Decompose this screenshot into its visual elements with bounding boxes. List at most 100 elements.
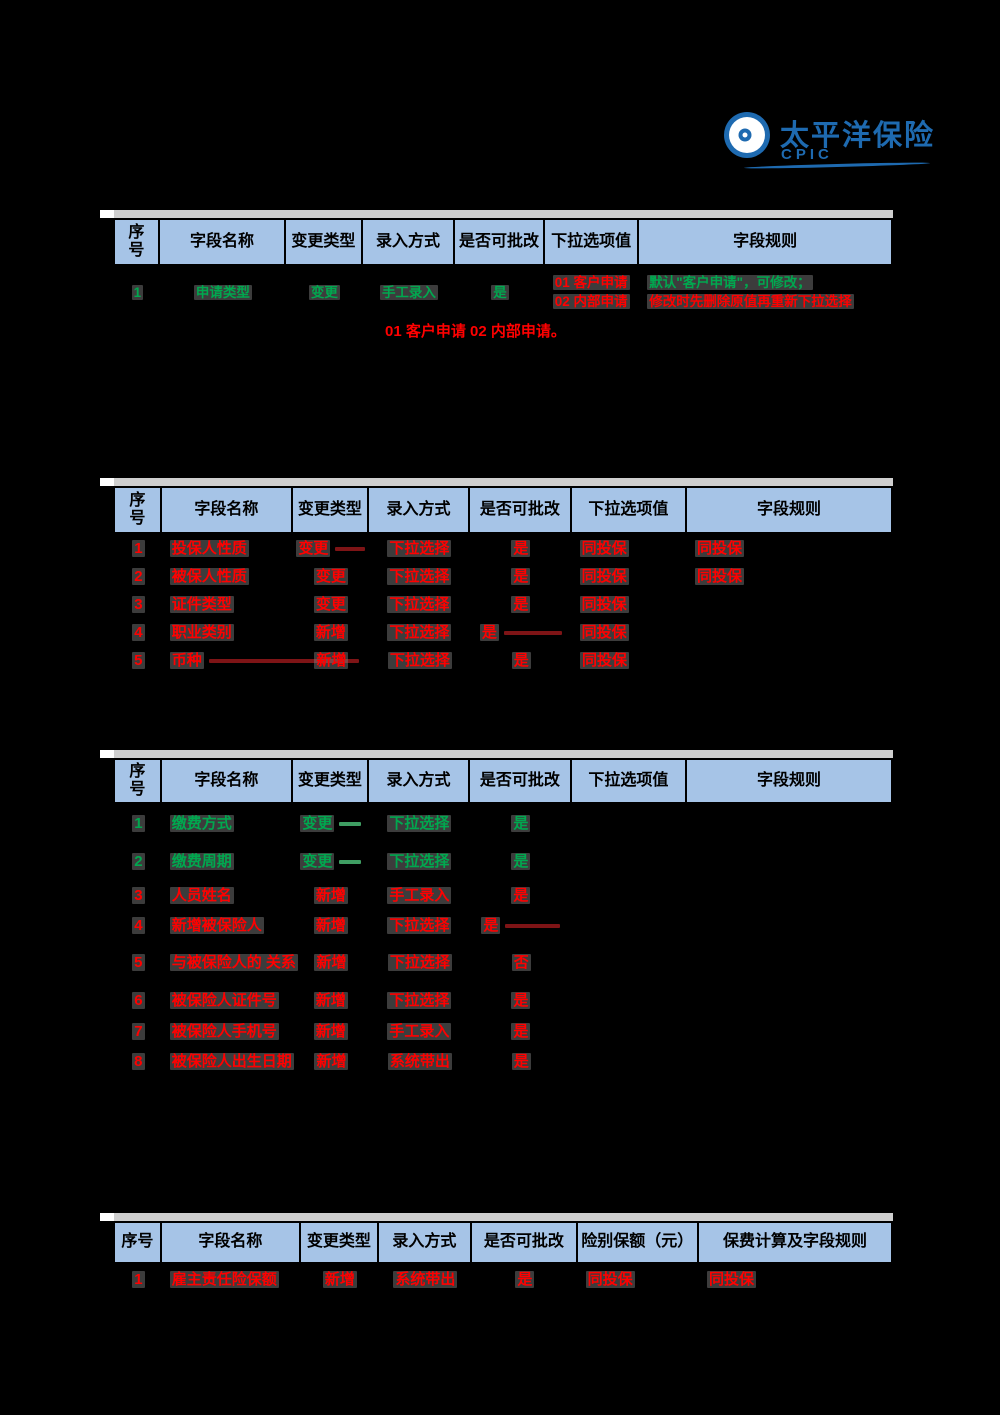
table-cell: 6 bbox=[115, 985, 162, 1017]
strike-line bbox=[505, 923, 561, 928]
cell-text: 4 bbox=[132, 916, 145, 934]
table-cell: 4 bbox=[115, 619, 162, 647]
table-cell: 默认"客户申请"，可修改； 修改时先删除原值再重新下拉选择 bbox=[639, 267, 891, 319]
table-row: 1 缴费方式 变更 下拉选择 是 bbox=[115, 805, 891, 843]
cell-text: 下拉选择 bbox=[387, 852, 452, 870]
cell-text: 是 bbox=[511, 814, 531, 832]
cell-text: 下拉选择 bbox=[387, 953, 452, 971]
cell-text: 新增 bbox=[313, 623, 348, 641]
cell-text: 系统带出 bbox=[393, 1270, 458, 1288]
cell-text: 同投保 bbox=[579, 595, 629, 613]
table-row: 8 被保险人出生日期 新增 系统带出 是 bbox=[115, 1047, 891, 1077]
table-cell: 是 bbox=[472, 1265, 577, 1295]
premium-fields-table: 序号 字段名称 变更类型 录入方式 是否可批改 险别保额（元） 保费计算及字段规则 1 雇主责任… bbox=[100, 1213, 893, 1297]
column-header: 变更类型 bbox=[301, 1223, 379, 1262]
table-cell: 下拉选择 bbox=[369, 911, 470, 941]
cell-text: 下拉选择 bbox=[387, 623, 452, 641]
table-cell: 系统带出 bbox=[369, 1047, 470, 1077]
table-cell: 新增 bbox=[293, 1017, 369, 1047]
table-cell: 01 客户申请 02 内部申请 bbox=[545, 267, 640, 319]
cell-text: 01 客户申请 bbox=[552, 275, 630, 291]
table-cell: 人员姓名 bbox=[162, 881, 293, 911]
cell-text: 修改时先删除原值再重新下拉选择 bbox=[647, 294, 854, 309]
table-cell: 缴费周期 bbox=[162, 843, 293, 881]
cell-text: 人员姓名 bbox=[169, 886, 234, 904]
table-cell: 变更 bbox=[293, 591, 369, 619]
header-row: 序 号字段名称 变更类型 录入方式 是否可批改 下拉选项值 字段规则 bbox=[115, 220, 892, 267]
table-cell: 被保险人证件号 bbox=[162, 985, 293, 1017]
table-cell: 是 bbox=[470, 911, 571, 941]
cell-text: 是 bbox=[511, 886, 531, 904]
cell-text: 6 bbox=[132, 991, 145, 1009]
table-grid: 序 号字段名称 变更类型 录入方式 是否可批改 下拉选项值 字段规则 1 缴费方式 变更 下拉选择… bbox=[113, 758, 893, 1079]
table-cell: 手工录入 bbox=[363, 267, 456, 319]
cell-text: 是 bbox=[511, 539, 531, 557]
table-row: 1 投保人性质 变更 下拉选择 是 同投保 同投保 bbox=[115, 535, 891, 563]
note-below-table1: 01 客户申请 02 内部申请。 bbox=[385, 323, 566, 340]
table-cell: 下拉选择 bbox=[369, 985, 470, 1017]
cell-text: 变更 bbox=[300, 852, 362, 872]
table-cell bbox=[572, 805, 687, 843]
cell-text: 变更 bbox=[296, 539, 366, 559]
table-cell: 下拉选择 bbox=[369, 805, 470, 843]
cell-text: 是 bbox=[511, 1022, 531, 1040]
table-row: 3 人员姓名 新增 手工录入 是 bbox=[115, 881, 891, 911]
column-header: 序 号 bbox=[115, 488, 162, 532]
table-cell: 系统带出 bbox=[379, 1265, 473, 1295]
table-cell: 是 bbox=[470, 881, 571, 911]
cell-text: 新增 bbox=[314, 953, 349, 971]
table-cell bbox=[687, 881, 891, 911]
table-cell: 变更 bbox=[293, 843, 369, 881]
cell-text: 申请类型 bbox=[193, 284, 252, 300]
table-grid: 序号 字段名称 变更类型 录入方式 是否可批改 险别保额（元） 保费计算及字段规则 1 雇主责任… bbox=[113, 1221, 893, 1297]
cell-text: 是 bbox=[511, 567, 531, 585]
table-cell bbox=[572, 911, 687, 941]
column-header: 序 号 bbox=[115, 220, 160, 264]
table-top-strip bbox=[100, 210, 893, 218]
table-cell: 否 bbox=[471, 941, 572, 985]
cell-text: 同投保 bbox=[695, 567, 745, 585]
cell-text: 下拉选择 bbox=[387, 567, 452, 585]
cell-text: 缴费方式 bbox=[169, 814, 234, 832]
column-header: 险别保额（元） bbox=[577, 1223, 699, 1262]
column-header: 变更类型 bbox=[286, 220, 363, 264]
column-header: 保费计算及字段规则 bbox=[699, 1223, 891, 1262]
table-cell bbox=[687, 1047, 891, 1077]
cell-text: 是 bbox=[481, 916, 561, 936]
table-row: 5 与被保险人的 关系 新增 下拉选择 否 bbox=[115, 941, 891, 985]
table-cell: 新增 bbox=[293, 985, 369, 1017]
table-cell: 是 bbox=[470, 591, 571, 619]
table-cell: 被保险人出生日期 bbox=[162, 1047, 294, 1077]
table-cell: 3 bbox=[115, 881, 162, 911]
cell-text: 下拉选择 bbox=[387, 916, 452, 934]
cell-text: 缴费周期 bbox=[169, 852, 234, 870]
strike-line bbox=[208, 658, 359, 663]
table-cell: 新增 bbox=[294, 1047, 370, 1077]
column-header: 字段名称 bbox=[161, 760, 294, 802]
cell-text: 同投保 bbox=[579, 651, 629, 669]
table-cell: 新增 bbox=[294, 941, 370, 985]
strike-line bbox=[339, 821, 362, 826]
table-cell: 雇主责任险保额 bbox=[162, 1265, 301, 1295]
table-row: 2 被保人性质 变更 下拉选择 是 同投保 同投保 bbox=[115, 563, 891, 591]
logo-underline bbox=[743, 161, 931, 170]
cell-text: 同投保 bbox=[695, 539, 745, 557]
header-row: 序 号字段名称 变更类型 录入方式 是否可批改 下拉选项值 字段规则 bbox=[115, 488, 892, 535]
cell-text: 1 bbox=[132, 814, 145, 832]
table-cell: 被保险人手机号 bbox=[162, 1017, 293, 1047]
cell-text: 3 bbox=[132, 595, 145, 613]
table-cell: 同投保 bbox=[572, 647, 687, 675]
table-cell: 新增被保险人 bbox=[162, 911, 293, 941]
table-cell bbox=[687, 647, 891, 675]
table-cell: 新增 bbox=[293, 881, 369, 911]
cell-text: 是 bbox=[515, 1270, 535, 1288]
cell-text: 2 bbox=[132, 567, 145, 585]
cell-text: 默认"客户申请"，可修改； bbox=[647, 275, 813, 291]
column-header: 是否可批改 bbox=[472, 1223, 578, 1262]
cell-text: 手工录入 bbox=[387, 886, 452, 904]
logo-company-name: 太平洋保险 bbox=[780, 120, 936, 152]
cell-text: 7 bbox=[132, 1022, 145, 1040]
cell-text: 新增 bbox=[313, 991, 348, 1009]
cell-text: 是 bbox=[511, 1052, 531, 1070]
table-cell: 8 bbox=[115, 1047, 162, 1077]
